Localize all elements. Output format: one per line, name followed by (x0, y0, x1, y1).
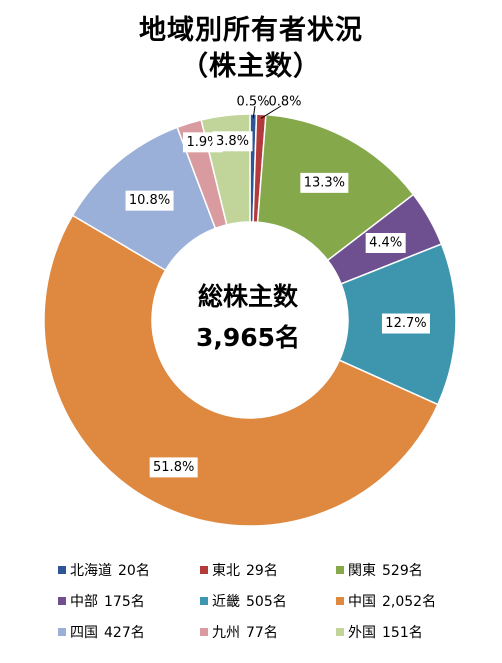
legend-name: 九州 (212, 625, 240, 641)
legend-count: 77名 (246, 625, 278, 641)
leader-line-2 (260, 105, 282, 119)
legend-swatch (200, 628, 208, 636)
slice-label-7: 10.8% (129, 193, 170, 208)
slice-6 (43, 214, 439, 527)
slice-label-4: 4.4% (369, 236, 402, 251)
legend-count: 151名 (382, 625, 423, 641)
legend-count: 529名 (382, 563, 423, 579)
legend-name: 中部 (70, 594, 98, 610)
legend-count: 2,052名 (382, 594, 437, 610)
slice-label-9: 3.8% (216, 134, 249, 149)
legend-count: 29名 (246, 563, 278, 579)
chart-title: 地域別所有者状況 (139, 15, 363, 46)
slice-label-box-3 (300, 172, 349, 193)
legend-name: 中国 (348, 594, 376, 610)
center-total-label: 総株主数 (198, 282, 299, 311)
slice-label-box-5 (381, 313, 430, 334)
legend-name: 四国 (70, 625, 98, 641)
slice-label-1: 0.5% (236, 95, 269, 110)
legend-swatch (58, 597, 66, 605)
legend-count: 20名 (118, 563, 150, 579)
legend-swatch (336, 597, 344, 605)
slice-label-box-4 (365, 233, 406, 254)
center-total-value: 3,965名 (196, 323, 300, 352)
legend-swatch (58, 566, 66, 574)
legend-item-5: 近畿 505名 (200, 592, 287, 610)
slice-label-box-6 (149, 457, 198, 478)
legend-count: 505名 (246, 594, 287, 610)
legend-name: 東北 (212, 563, 240, 579)
legend-swatch (58, 628, 66, 636)
leader-line-1 (252, 105, 256, 119)
legend-swatch (336, 628, 344, 636)
legend-name: 近畿 (212, 594, 240, 610)
legend-name: 外国 (348, 625, 376, 641)
legend-item-2: 東北 29名 (200, 561, 278, 579)
legend-item-7: 四国 427名 (58, 623, 145, 641)
legend-name: 関東 (348, 563, 376, 579)
legend-swatch (200, 566, 208, 574)
slice-label-8: 1.9% (186, 135, 219, 150)
legend-swatch (336, 566, 344, 574)
legend-count: 175名 (104, 594, 145, 610)
slice-label-box-9 (212, 131, 253, 152)
slice-label-3: 13.3% (304, 175, 345, 190)
legend-item-8: 九州 77名 (200, 623, 278, 641)
legend-swatch (200, 597, 208, 605)
slice-label-2: 0.8% (268, 95, 301, 110)
chart-subtitle: （株主数） (181, 51, 321, 82)
legend-item-3: 関東 529名 (336, 561, 423, 579)
legend-item-1: 北海道 20名 (58, 561, 150, 579)
legend-name: 北海道 (70, 563, 112, 579)
slice-label-6: 51.8% (153, 460, 194, 475)
slice-label-5: 12.7% (385, 316, 426, 331)
legend-item-6: 中国 2,052名 (336, 592, 436, 610)
legend-count: 427名 (104, 625, 145, 641)
legend-item-4: 中部 175名 (58, 592, 145, 610)
slice-label-box-7 (125, 190, 174, 211)
legend-item-9: 外国 151名 (336, 623, 423, 641)
